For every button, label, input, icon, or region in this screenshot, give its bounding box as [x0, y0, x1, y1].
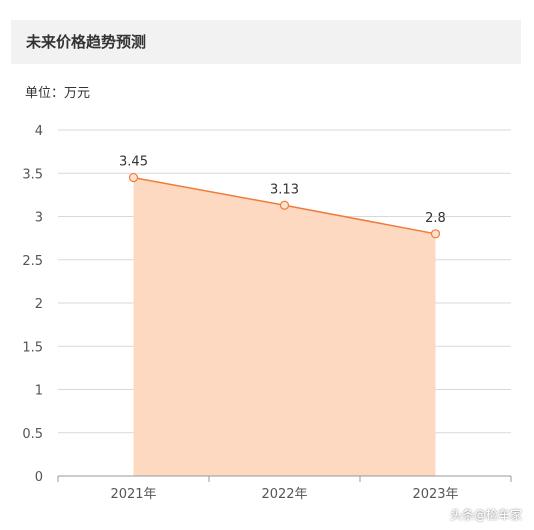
x-tick-label: 2021年 [110, 487, 156, 502]
y-tick-label: 1.5 [22, 340, 43, 355]
data-label: 2.8 [425, 211, 446, 226]
y-tick-label: 2.5 [22, 254, 43, 269]
data-point [279, 200, 290, 210]
y-tick-label: 0.5 [22, 427, 43, 442]
data-point [128, 172, 139, 183]
unit-label: 单位：万元 [25, 86, 91, 101]
y-tick-label: 0 [35, 470, 43, 485]
data-point [430, 229, 441, 239]
y-tick-label: 1 [35, 384, 43, 399]
area-fill [133, 177, 436, 476]
y-tick-label: 4 [35, 124, 43, 139]
y-tick-label: 3.5 [22, 167, 43, 182]
y-tick-label: 3 [35, 211, 43, 226]
chart-header: 未来价格趋势预测 [11, 20, 521, 64]
x-tick-label: 2023年 [412, 487, 458, 502]
data-label: 3.45 [119, 155, 148, 170]
y-tick-label: 2 [35, 297, 43, 312]
chart-title: 未来价格趋势预测 [26, 33, 147, 51]
watermark: 头条@检车家 [449, 508, 522, 522]
x-tick-label: 2022年 [261, 487, 307, 502]
data-label: 3.13 [270, 182, 299, 197]
